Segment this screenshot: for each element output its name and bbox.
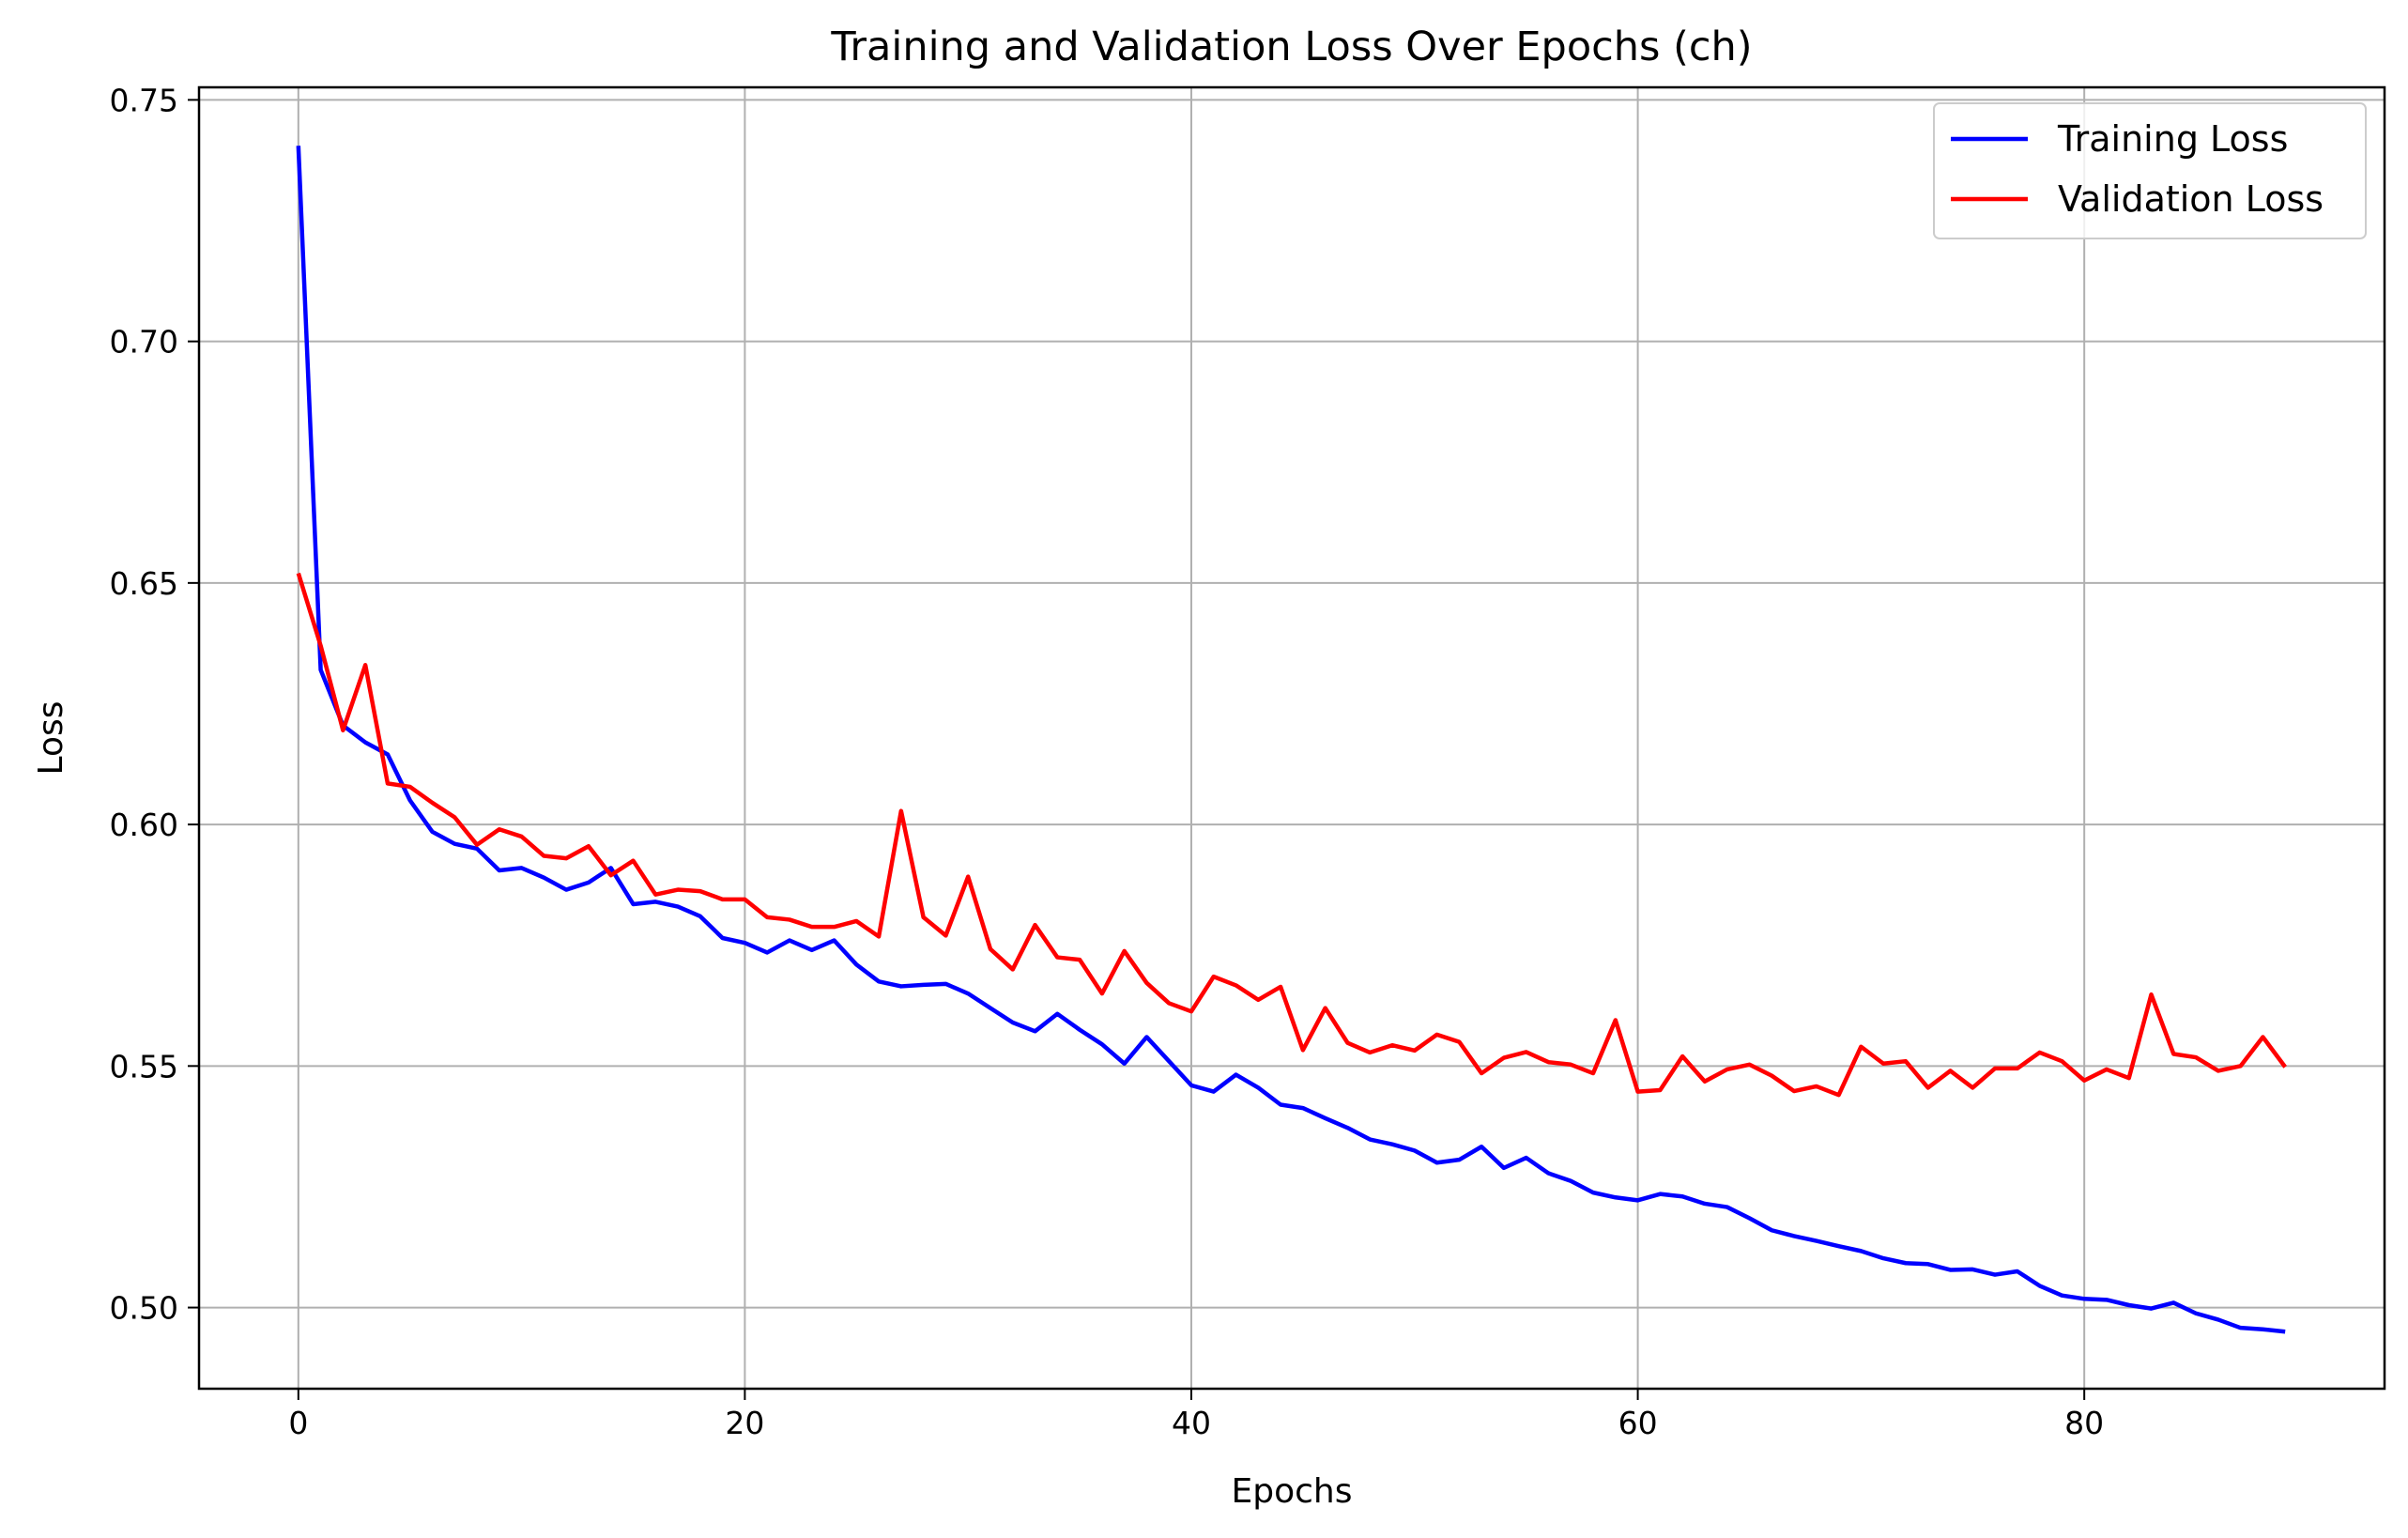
legend-label-validation-loss: Validation Loss xyxy=(2058,178,2324,220)
x-tick-label: 80 xyxy=(2064,1405,2104,1441)
chart-title: Training and Validation Loss Over Epochs… xyxy=(830,23,1752,70)
series-line-training-loss xyxy=(296,146,2286,1334)
plot-frame xyxy=(197,85,2386,1391)
x-tick-label: 60 xyxy=(1618,1405,1658,1441)
y-tick-label: 0.60 xyxy=(110,807,178,843)
y-tick-label: 0.75 xyxy=(110,82,178,118)
legend-label-training-loss: Training Loss xyxy=(2057,118,2288,160)
x-tick-label: 0 xyxy=(288,1405,308,1441)
y-tick-label: 0.70 xyxy=(110,324,178,361)
legend-box xyxy=(1933,102,2367,239)
axis-ticks: 0 20 40 60 80 0.50 0.55 0.60 0.65 0.70 0.75 xyxy=(110,82,2105,1441)
legend: Training Loss Validation Loss xyxy=(1933,102,2367,239)
x-tick-label: 20 xyxy=(725,1405,764,1441)
series-lines xyxy=(296,146,2287,1334)
y-tick-label: 0.50 xyxy=(110,1290,178,1327)
series-line-validation-loss xyxy=(296,572,2287,1098)
x-axis-label: Epochs xyxy=(1232,1472,1353,1511)
y-tick-label: 0.55 xyxy=(110,1048,178,1084)
y-tick-label: 0.65 xyxy=(110,565,178,602)
x-tick-label: 40 xyxy=(1172,1405,1211,1441)
y-axis-label: Loss xyxy=(32,701,70,776)
